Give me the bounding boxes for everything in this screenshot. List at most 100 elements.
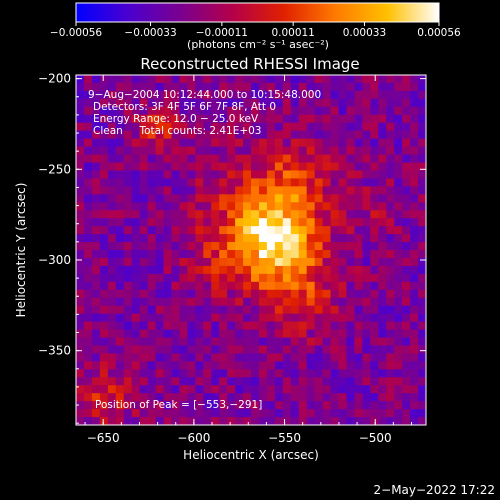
heatmap-cell bbox=[99, 146, 109, 155]
heatmap-cell bbox=[179, 250, 188, 259]
heatmap-cell bbox=[235, 409, 244, 418]
heatmap-cell bbox=[99, 273, 109, 283]
heatmap-cell bbox=[378, 154, 387, 163]
heatmap-cell bbox=[346, 122, 355, 132]
heatmap-cell bbox=[386, 401, 395, 410]
heatmap-cell bbox=[99, 138, 109, 147]
heatmap-cell bbox=[171, 377, 180, 386]
heatmap-cell bbox=[378, 369, 387, 378]
heatmap-cell bbox=[330, 321, 339, 330]
heatmap-cell bbox=[322, 130, 331, 140]
heatmap-cell bbox=[227, 178, 236, 187]
heatmap-cell bbox=[107, 393, 117, 402]
heatmap-cell bbox=[203, 377, 212, 386]
heatmap-cell bbox=[306, 75, 316, 84]
heatmap-cell bbox=[203, 369, 212, 378]
heatmap-cell bbox=[402, 75, 411, 84]
heatmap-cell bbox=[115, 154, 125, 163]
heatmap-cell bbox=[115, 162, 125, 171]
heatmap-cell bbox=[346, 353, 355, 362]
heatmap-cell bbox=[354, 409, 363, 418]
heatmap-cell bbox=[322, 385, 331, 394]
heatmap-cell bbox=[402, 281, 411, 291]
heatmap-cell bbox=[147, 114, 156, 124]
heatmap-cell bbox=[298, 186, 308, 195]
heatmap-cell bbox=[115, 170, 125, 179]
heatmap-cell bbox=[306, 345, 316, 354]
heatmap-cell bbox=[322, 194, 331, 203]
heatmap-cell bbox=[219, 75, 228, 84]
heatmap-cell bbox=[266, 385, 276, 394]
heatmap-cell bbox=[115, 265, 125, 275]
heatmap-cell bbox=[362, 401, 371, 410]
heatmap-cell bbox=[346, 409, 355, 418]
heatmap-cell bbox=[290, 114, 300, 124]
heatmap-cell bbox=[251, 75, 260, 84]
heatmap-cell bbox=[219, 385, 228, 394]
heatmap-cell bbox=[251, 234, 260, 243]
heatmap-cell bbox=[163, 313, 172, 322]
heatmap-cell bbox=[155, 138, 164, 147]
heatmap-cell bbox=[322, 138, 331, 147]
heatmap-cell bbox=[362, 345, 371, 354]
heatmap-cell bbox=[298, 146, 308, 155]
heatmap-cell bbox=[258, 130, 268, 140]
heatmap-cell bbox=[99, 202, 109, 211]
heatmap-cell bbox=[123, 273, 133, 283]
heatmap-cell bbox=[99, 337, 109, 346]
heatmap-cell bbox=[147, 234, 156, 243]
heatmap-cell bbox=[346, 250, 355, 259]
heatmap-cell bbox=[179, 257, 188, 267]
heatmap-cell bbox=[418, 401, 427, 410]
heatmap-cell bbox=[330, 289, 339, 299]
heatmap-cell bbox=[163, 218, 172, 227]
heatmap-cell bbox=[179, 218, 188, 227]
heatmap-cell bbox=[402, 82, 411, 92]
heatmap-cell bbox=[251, 82, 260, 92]
heatmap-cell bbox=[306, 265, 316, 275]
heatmap-cell bbox=[322, 257, 331, 267]
heatmap-cell bbox=[370, 194, 379, 203]
heatmap-cell bbox=[219, 146, 228, 155]
heatmap-cell bbox=[402, 273, 411, 283]
heatmap-cell bbox=[195, 146, 204, 155]
heatmap-cell bbox=[195, 218, 204, 227]
heatmap-cell bbox=[235, 305, 244, 315]
heatmap-cell bbox=[346, 361, 355, 370]
heatmap-cell bbox=[330, 146, 339, 155]
heatmap-cell bbox=[410, 234, 419, 243]
heatmap-cell bbox=[147, 337, 156, 346]
heatmap-cell bbox=[203, 257, 212, 267]
heatmap-cell bbox=[298, 265, 308, 275]
heatmap-cell bbox=[282, 321, 292, 330]
heatmap-cell bbox=[330, 305, 339, 315]
heatmap-cell bbox=[314, 186, 323, 195]
heatmap-cell bbox=[91, 353, 101, 362]
heatmap-cell bbox=[163, 361, 172, 370]
heatmap-cell bbox=[298, 297, 308, 307]
heatmap-cell bbox=[298, 210, 308, 219]
heatmap-cell bbox=[378, 417, 387, 426]
heatmap-cell bbox=[338, 361, 347, 370]
heatmap-cell bbox=[131, 257, 141, 267]
heatmap-cell bbox=[115, 226, 125, 235]
heatmap-cell bbox=[139, 234, 148, 243]
heatmap-cell bbox=[83, 321, 93, 330]
heatmap-cell bbox=[402, 154, 411, 163]
heatmap-cell bbox=[219, 154, 228, 163]
heatmap-cell bbox=[418, 297, 427, 307]
heatmap-cell bbox=[386, 178, 395, 187]
heatmap-cell bbox=[298, 345, 308, 354]
heatmap-cell bbox=[354, 202, 363, 211]
heatmap-cell bbox=[227, 154, 236, 163]
heatmap-cell bbox=[402, 146, 411, 155]
heatmap-cell bbox=[402, 289, 411, 299]
heatmap-cell bbox=[219, 329, 228, 338]
heatmap-cell bbox=[195, 401, 204, 410]
heatmap-cell bbox=[346, 329, 355, 338]
heatmap-cell bbox=[115, 218, 125, 227]
heatmap-cell bbox=[115, 385, 125, 394]
heatmap-cell bbox=[235, 289, 244, 299]
heatmap-cell bbox=[179, 122, 188, 132]
heatmap-cell bbox=[370, 218, 379, 227]
